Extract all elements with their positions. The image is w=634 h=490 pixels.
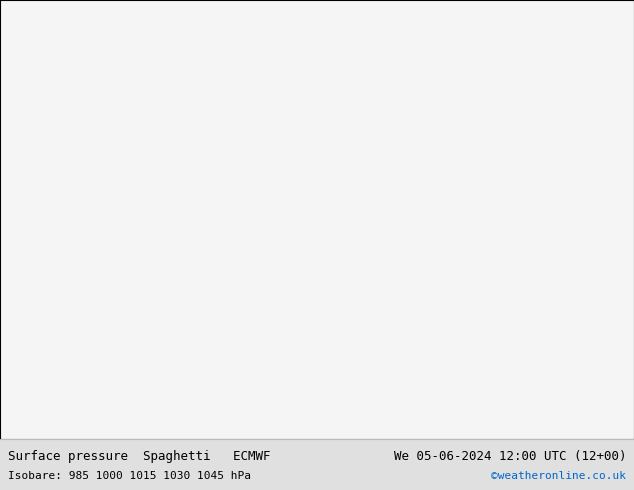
Text: Surface pressure  Spaghetti   ECMWF: Surface pressure Spaghetti ECMWF (8, 450, 270, 463)
Text: We 05-06-2024 12:00 UTC (12+00): We 05-06-2024 12:00 UTC (12+00) (394, 450, 626, 463)
Text: Isobare: 985 1000 1015 1030 1045 hPa: Isobare: 985 1000 1015 1030 1045 hPa (8, 471, 250, 481)
Text: ©weatheronline.co.uk: ©weatheronline.co.uk (491, 471, 626, 481)
